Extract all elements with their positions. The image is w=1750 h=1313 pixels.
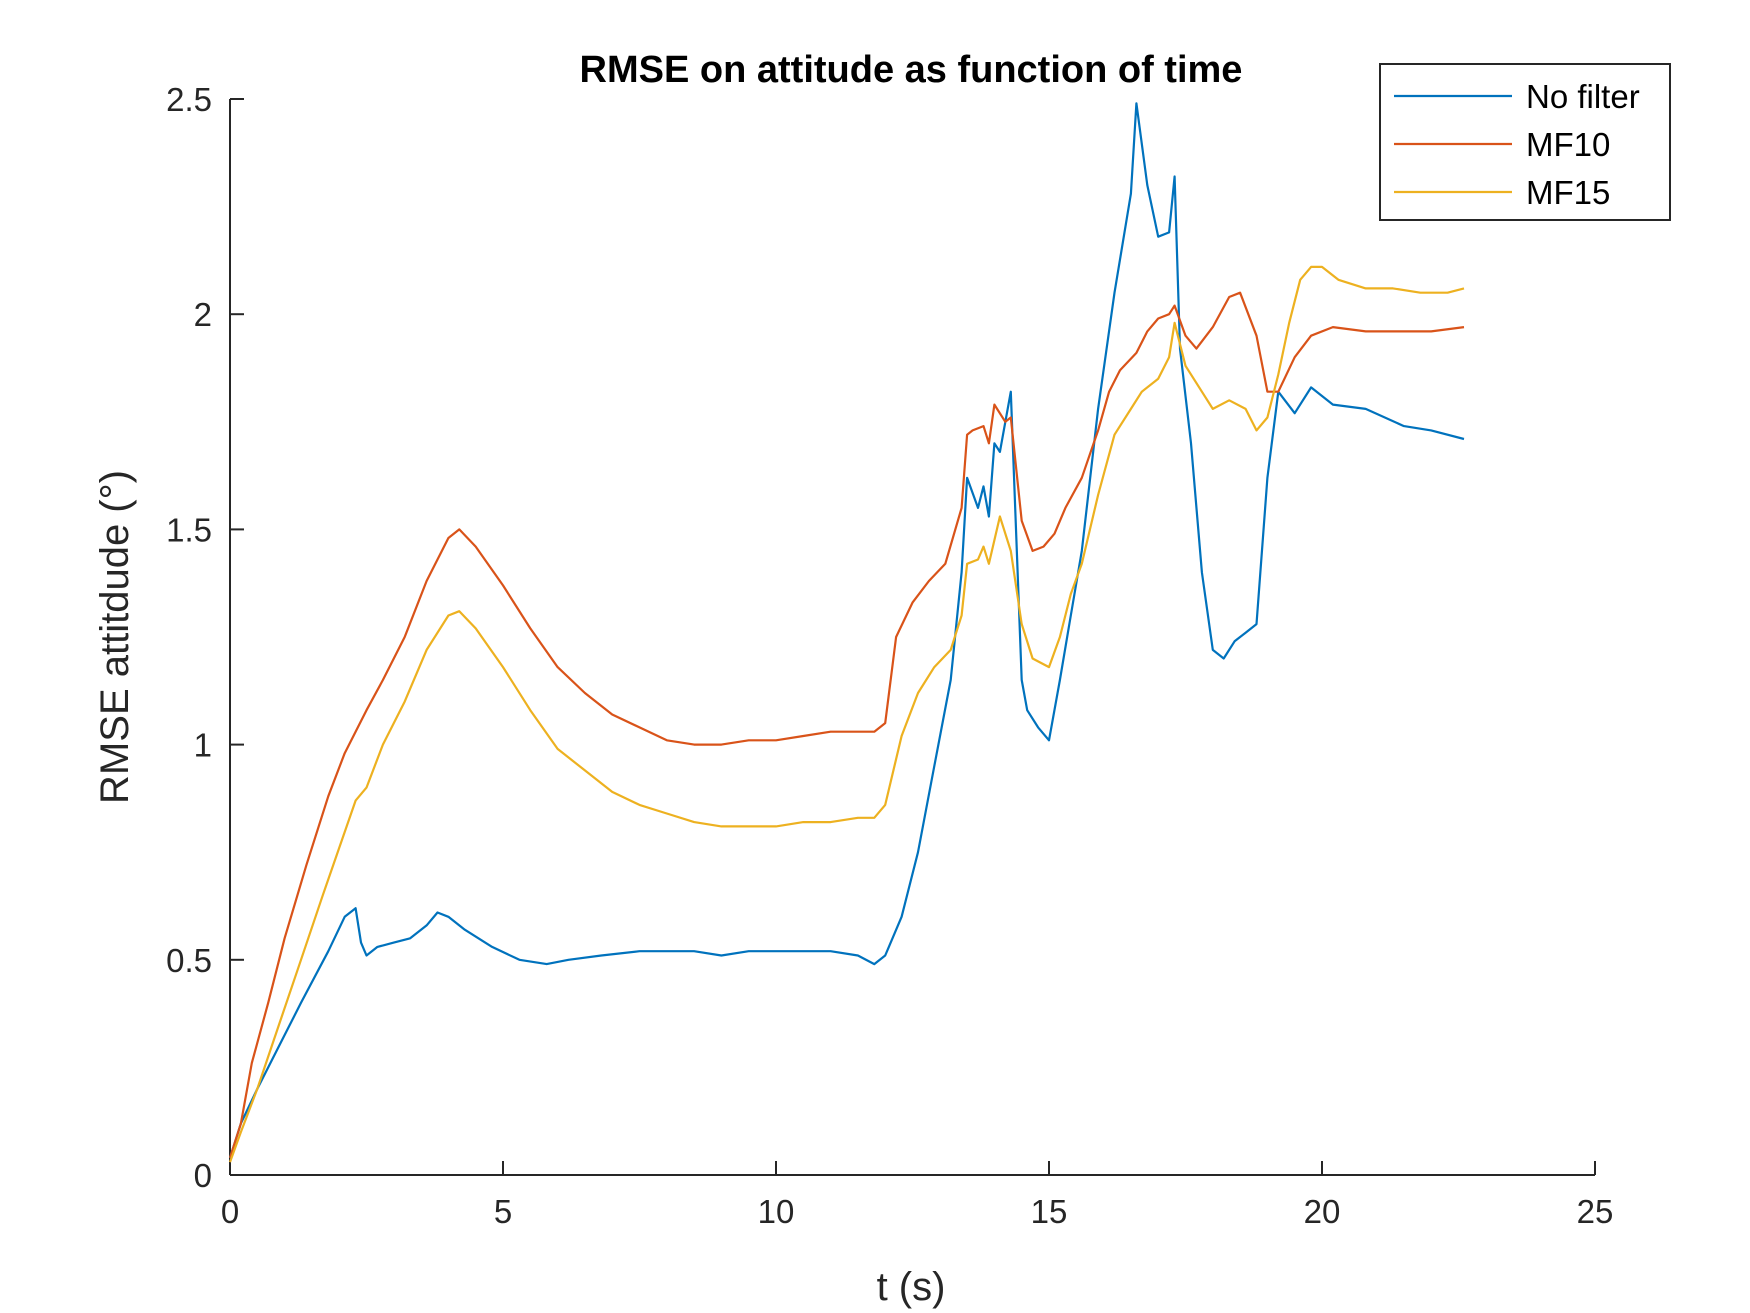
series-line-2 [228,265,1465,1163]
x-axis-label: t (s) [877,1265,946,1309]
x-tick-label: 0 [221,1193,239,1230]
y-tick-label: 1.5 [166,511,212,548]
legend-box [1379,63,1671,221]
x-tick-label: 10 [758,1193,795,1230]
y-tick-label: 0.5 [166,942,212,979]
legend-label-2: MF15 [1526,174,1610,211]
x-tick-label: 25 [1577,1193,1614,1230]
y-tick-label: 2.5 [166,81,212,118]
y-tick-label: 2 [194,296,212,333]
plot-series [228,102,1465,1163]
chart-title: RMSE on attitude as function of time [580,49,1243,91]
y-axis-label: RMSE attitdude (°) [93,470,137,804]
x-tick-label: 15 [1031,1193,1068,1230]
legend-label-1: MF10 [1526,126,1610,163]
series-line-0 [228,102,1465,1159]
legend: No filter MF10 MF15 [1379,63,1671,221]
y-tick-label: 0 [194,1157,212,1194]
series-line-1 [228,291,1465,1159]
x-tick-label: 20 [1304,1193,1341,1230]
x-tick-label: 5 [494,1193,512,1230]
axes: 0 5 10 15 20 25 0 0.5 1 1.5 2 2.5 [166,81,1613,1230]
legend-label-0: No filter [1526,78,1640,115]
y-tick-label: 1 [194,727,212,764]
